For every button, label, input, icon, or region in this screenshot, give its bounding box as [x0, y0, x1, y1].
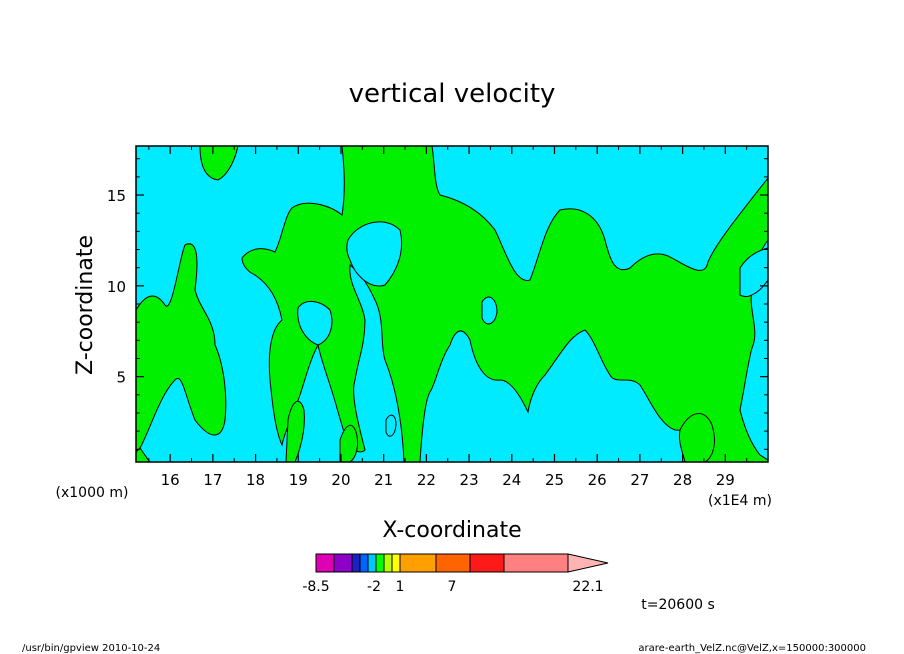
- contour-region: [285, 400, 305, 463]
- x-tick-label: 24: [502, 471, 521, 489]
- contour-region: [199, 145, 239, 181]
- contour-field: [135, 145, 769, 463]
- colorbar-labels: -8.5 -2 1 7 22.1: [302, 579, 603, 595]
- contour-region: [679, 413, 715, 463]
- x-tick-label: 19: [289, 471, 308, 489]
- colorbar-arrow: [567, 553, 609, 573]
- colorbar-bin: [359, 553, 369, 573]
- colorbar: [315, 553, 609, 573]
- contour-hole: [385, 414, 397, 437]
- x-unit-left: (x1000 m): [56, 485, 129, 501]
- x-tick-label: 21: [374, 471, 393, 489]
- colorbar-bin: [469, 553, 505, 573]
- colorbar-bin: [399, 553, 437, 573]
- colorbar-label: 22.1: [572, 579, 603, 595]
- colorbar-label: -2: [367, 579, 381, 595]
- x-axis-label: X-coordinate: [382, 518, 521, 543]
- contour-hole: [346, 221, 403, 287]
- y-axis-label: Z-coordinate: [73, 235, 98, 375]
- colorbar-label: -8.5: [302, 579, 329, 595]
- time-label: t=20600 s: [641, 597, 715, 613]
- contour-hole: [297, 301, 333, 346]
- x-tick-label: 20: [331, 471, 350, 489]
- contour-hole: [481, 296, 498, 325]
- plot-area: 16 17 18 19 20 21 22 23 24 25 26 27 28 29 5 10 15: [107, 145, 769, 489]
- y-tick-label: 5: [116, 369, 126, 387]
- colorbar-bin: [367, 553, 377, 573]
- y-tick-label: 10: [107, 278, 126, 296]
- colorbar-bin: [391, 553, 401, 573]
- colorbar-bin: [435, 553, 471, 573]
- x-unit-right: (x1E4 m): [708, 493, 772, 509]
- x-tick-label: 17: [203, 471, 222, 489]
- colorbar-label: 1: [396, 579, 405, 595]
- colorbar-bin: [315, 553, 335, 573]
- colorbar-bin: [351, 553, 361, 573]
- x-tick-label: 26: [588, 471, 607, 489]
- contour-region: [135, 243, 227, 454]
- colorbar-label: 7: [448, 579, 457, 595]
- footer-left: /usr/bin/gpview 2010-10-24: [22, 643, 160, 654]
- x-tick-label: 23: [460, 471, 479, 489]
- colorbar-bin: [503, 553, 569, 573]
- contour-region: [339, 424, 359, 463]
- colorbar-bin: [375, 553, 385, 573]
- x-tick-label: 27: [630, 471, 649, 489]
- x-tick-label: 18: [246, 471, 265, 489]
- x-tick-label: 29: [716, 471, 735, 489]
- x-tick-label: 28: [673, 471, 692, 489]
- x-tick-label: 16: [161, 471, 180, 489]
- y-ticks: 5 10 15: [107, 158, 768, 450]
- y-tick-label: 15: [107, 187, 126, 205]
- chart-title: vertical velocity: [349, 79, 556, 109]
- colorbar-bin: [383, 553, 393, 573]
- x-ticks: 16 17 18 19 20 21 22 23 24 25 26 27 28 29: [148, 146, 748, 489]
- x-tick-label: 25: [545, 471, 564, 489]
- x-tick-label: 22: [417, 471, 436, 489]
- footer-right: arare-earth_VelZ.nc@VelZ,x=150000:300000: [638, 643, 866, 654]
- colorbar-bin: [333, 553, 353, 573]
